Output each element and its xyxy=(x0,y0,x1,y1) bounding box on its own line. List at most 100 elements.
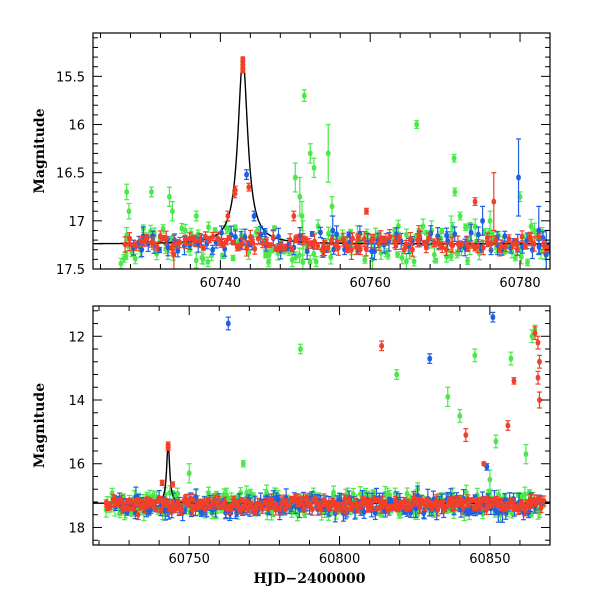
data-point xyxy=(226,317,231,330)
data-point xyxy=(452,188,457,196)
data-point xyxy=(240,68,245,74)
data-point xyxy=(535,336,540,349)
data-point xyxy=(166,445,171,451)
data-point xyxy=(445,387,450,406)
data-point xyxy=(463,429,468,442)
data-point xyxy=(395,251,400,257)
data-point xyxy=(298,344,303,354)
y-tick-label: 14 xyxy=(68,394,85,409)
data-point xyxy=(472,349,477,362)
y-tick-label: 17 xyxy=(68,215,85,230)
series-red xyxy=(123,56,550,274)
data-point xyxy=(201,245,206,251)
data-point xyxy=(465,258,470,265)
y-tick-label: 18 xyxy=(68,521,85,536)
data-point xyxy=(463,224,468,230)
data-point xyxy=(326,125,331,183)
data-point xyxy=(505,421,510,431)
data-point xyxy=(124,184,129,199)
data-point xyxy=(516,139,521,216)
data-point xyxy=(187,464,192,483)
data-point xyxy=(206,497,211,503)
y-tick-label: 16 xyxy=(68,119,85,134)
data-point xyxy=(394,370,399,380)
data-point xyxy=(302,90,307,102)
y-axis-title: Magnitude xyxy=(32,108,48,193)
x-axis-title: HJD−2400000 xyxy=(254,571,366,587)
data-point xyxy=(160,480,165,486)
data-point xyxy=(308,144,313,163)
data-point xyxy=(291,211,296,221)
data-point xyxy=(525,259,530,265)
data-point xyxy=(170,481,175,487)
plot-area-bottom xyxy=(93,312,550,522)
data-point xyxy=(328,251,333,264)
plot-area-top xyxy=(93,56,552,279)
data-point xyxy=(205,257,210,266)
data-point xyxy=(379,341,384,351)
data-point xyxy=(458,212,463,220)
data-point xyxy=(490,502,495,508)
data-point xyxy=(523,445,528,464)
y-axis-title: Magnitude xyxy=(32,383,48,468)
data-point xyxy=(452,154,457,162)
data-point xyxy=(414,121,419,129)
data-point xyxy=(167,187,172,206)
series-green xyxy=(104,325,546,521)
data-point xyxy=(481,461,486,467)
data-point xyxy=(290,246,295,252)
x-tick-label: 60800 xyxy=(319,552,360,567)
data-point xyxy=(457,410,462,423)
data-point xyxy=(194,253,199,268)
data-point xyxy=(404,254,409,269)
data-point xyxy=(511,378,516,384)
data-point xyxy=(362,256,367,263)
data-point xyxy=(537,355,542,368)
data-point xyxy=(433,258,438,264)
data-point xyxy=(293,163,298,192)
x-tick-label: 60760 xyxy=(350,276,391,291)
data-point xyxy=(493,435,498,448)
data-point xyxy=(231,255,236,261)
model-curve xyxy=(93,59,550,244)
data-point xyxy=(241,461,246,467)
x-tick-label: 60850 xyxy=(469,552,510,567)
data-point xyxy=(329,197,334,216)
data-point xyxy=(126,203,131,218)
data-point xyxy=(206,222,211,232)
data-point xyxy=(364,208,369,214)
y-tick-label: 16 xyxy=(68,458,85,473)
data-point xyxy=(535,371,540,384)
data-point xyxy=(194,211,199,221)
x-tick-label: 60750 xyxy=(169,552,210,567)
y-tick-label: 12 xyxy=(68,330,85,345)
panel-bottom: 60750 60800 60850 12 14 16 18 Magnitude HJD−2400… xyxy=(32,306,550,587)
data-point xyxy=(439,228,444,234)
data-point xyxy=(490,312,495,322)
data-point xyxy=(231,240,236,246)
series-blue xyxy=(131,139,552,279)
data-point xyxy=(508,352,513,365)
data-point xyxy=(130,506,135,512)
y-tick-label: 17.5 xyxy=(56,263,85,278)
data-point xyxy=(226,235,231,241)
x-tick-label: 60740 xyxy=(200,276,241,291)
data-point xyxy=(244,170,249,180)
data-point xyxy=(153,506,158,512)
data-point xyxy=(459,241,464,247)
data-point xyxy=(312,158,317,177)
panel-top: 60740 60760 60780 15.5 16 16.5 17 17.5 Magnitude xyxy=(32,33,552,291)
x-tick-label: 60780 xyxy=(499,276,540,291)
data-point xyxy=(170,202,175,221)
data-point xyxy=(488,211,493,230)
data-point xyxy=(246,183,251,191)
data-point xyxy=(149,187,154,197)
y-tick-label: 16.5 xyxy=(56,167,85,182)
data-point xyxy=(412,257,417,266)
data-point xyxy=(473,198,478,206)
data-point xyxy=(487,470,492,489)
data-point xyxy=(427,354,432,364)
y-tick-label: 15.5 xyxy=(56,70,85,85)
